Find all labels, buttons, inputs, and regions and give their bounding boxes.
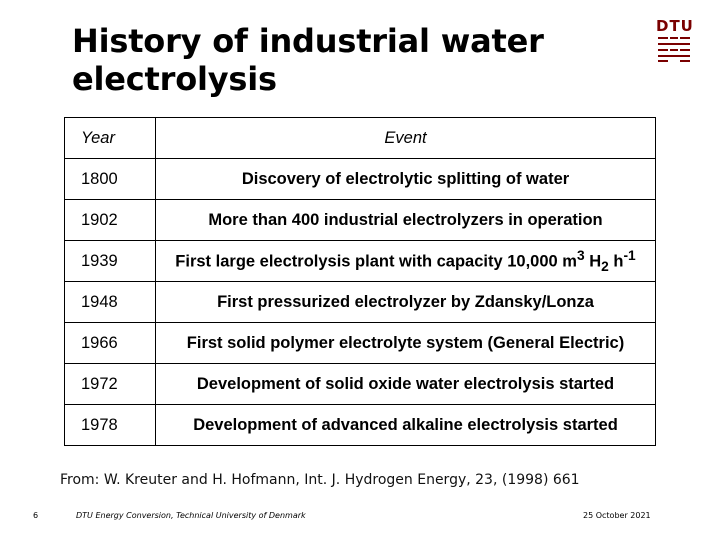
row-year: 1948 [64,281,156,323]
row-event: Development of advanced alkaline electro… [155,404,656,446]
row-event: First solid polymer electrolyte system (… [155,322,656,364]
table-row: 1948 First pressurized electrolyzer by Z… [64,281,656,323]
row-event: More than 400 industrial electrolyzers i… [155,199,656,241]
source-citation: From: W. Kreuter and H. Hofmann, Int. J.… [60,472,700,488]
row-event: First large electrolysis plant with capa… [155,240,656,282]
page-number: 6 [33,511,39,520]
table-row: 1939 First large electrolysis plant with… [64,240,656,282]
row-year: 1800 [64,158,156,200]
table-header-row: Year Event [64,117,656,159]
row-year: 1902 [64,199,156,241]
header-year: Year [64,117,156,159]
row-year: 1966 [64,322,156,364]
footer-department: DTU Energy Conversion, Technical Univers… [76,511,306,520]
history-table: Year Event 1800 Discovery of electrolyti… [64,117,656,446]
row-event-text-per-hour: h [608,252,624,271]
table-row: 1800 Discovery of electrolytic splitting… [64,158,656,200]
row-event: Discovery of electrolytic splitting of w… [155,158,656,200]
source-prefix: From: W. Kreuter and H. Hofmann, Int. J.… [60,472,476,488]
row-event-text: First large electrolysis plant with capa… [175,252,577,271]
slide-title: History of industrial water electrolysis [72,22,632,98]
superscript-3: 3 [576,248,585,264]
dtu-logo: DTU [656,17,694,66]
dtu-logo-icon [658,37,690,62]
superscript-minus-1: -1 [623,248,636,264]
footer-date: 25 October 2021 [583,511,651,520]
row-event: First pressurized electrolyzer by Zdansk… [155,281,656,323]
row-event-text-h: H [584,252,602,271]
row-year: 1978 [64,404,156,446]
table-row: 1978 Development of advanced alkaline el… [64,404,656,446]
slide-title-line2: electrolysis [72,60,277,98]
row-year: 1939 [64,240,156,282]
dtu-logo-text: DTU [656,17,694,35]
subscript-2: 2 [601,258,609,274]
source-volume: 23 [475,472,493,488]
header-event: Event [155,117,656,159]
table-row: 1972 Development of solid oxide water el… [64,363,656,405]
slide-title-line1: History of industrial water [72,22,544,60]
table-row: 1966 First solid polymer electrolyte sys… [64,322,656,364]
row-year: 1972 [64,363,156,405]
table-row: 1902 More than 400 industrial electrolyz… [64,199,656,241]
row-event: Development of solid oxide water electro… [155,363,656,405]
source-suffix: , (1998) 661 [492,472,580,488]
